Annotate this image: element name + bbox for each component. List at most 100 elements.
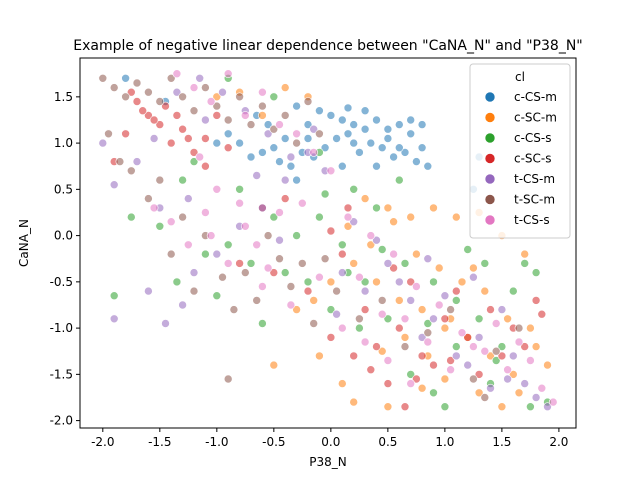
point-t-CS-m-18 bbox=[286, 152, 296, 162]
point-t-CS-s-35 bbox=[491, 319, 501, 328]
point-t-CS-m-46 bbox=[423, 254, 433, 264]
point-t-SC-m-24 bbox=[155, 175, 165, 185]
point-t-CS-s-46 bbox=[406, 379, 416, 388]
point-t-SC-m-7 bbox=[178, 92, 187, 102]
point-c-CS-s-29 bbox=[508, 286, 518, 296]
point-c-SC-s-43 bbox=[389, 263, 398, 273]
point-t-CS-s-37 bbox=[537, 383, 547, 393]
point-c-CS-m-10 bbox=[406, 129, 416, 139]
point-c-SC-s-30 bbox=[383, 379, 393, 388]
legend-marker-t-SC-m bbox=[484, 194, 496, 205]
y-axis: -2.0 -1.5 -1.0 -0.5 0.0 0.5 1.0 1.5 bbox=[50, 90, 80, 428]
legend-label-c-SC-s: c-SC-s bbox=[514, 152, 552, 166]
point-c-CS-s-41 bbox=[212, 291, 222, 301]
y-tick-label-4: 0.0 bbox=[54, 229, 73, 243]
point-c-SC-m-12 bbox=[440, 323, 450, 333]
point-t-CS-m-7 bbox=[258, 203, 267, 213]
point-c-SC-s-31 bbox=[406, 277, 416, 287]
point-t-CS-m-4 bbox=[189, 268, 199, 277]
point-c-CS-s-3 bbox=[178, 175, 187, 185]
point-t-CS-s-21 bbox=[366, 231, 376, 240]
point-t-CS-m-41 bbox=[184, 194, 193, 203]
point-t-SC-m-37 bbox=[309, 319, 319, 328]
legend-label-c-SC-m: c-SC-m bbox=[514, 111, 557, 125]
point-c-CS-m-22 bbox=[280, 134, 290, 143]
point-c-SC-m-34 bbox=[480, 286, 490, 296]
point-c-CS-m-11 bbox=[417, 120, 427, 129]
point-c-SC-s-20 bbox=[372, 342, 381, 351]
point-c-CS-s-2 bbox=[155, 222, 165, 231]
point-t-CS-s-7 bbox=[252, 240, 262, 250]
point-c-SC-s-34 bbox=[474, 370, 484, 379]
point-c-CS-m-26 bbox=[235, 138, 244, 148]
point-c-SC-m-32 bbox=[434, 263, 444, 273]
point-c-SC-s-9 bbox=[223, 143, 233, 152]
point-t-CS-s-10 bbox=[172, 69, 182, 78]
point-c-SC-s-21 bbox=[394, 323, 404, 333]
point-c-CS-m-8 bbox=[383, 124, 393, 134]
point-c-CS-m-0 bbox=[292, 101, 301, 111]
point-t-CS-s-2 bbox=[184, 240, 193, 250]
point-c-SC-s-46 bbox=[201, 161, 210, 171]
point-c-CS-s-30 bbox=[189, 157, 199, 166]
point-c-SC-m-36 bbox=[526, 323, 535, 333]
x-axis-label: P38_N bbox=[309, 455, 346, 469]
point-c-SC-m-28 bbox=[343, 222, 353, 231]
point-t-CS-s-36 bbox=[514, 337, 524, 347]
point-c-CS-m-2 bbox=[315, 106, 324, 115]
point-c-CS-m-30 bbox=[286, 161, 296, 171]
point-t-SC-m-42 bbox=[423, 328, 433, 338]
point-t-SC-m-4 bbox=[144, 87, 153, 97]
point-c-SC-m-3 bbox=[429, 203, 438, 213]
point-t-CS-s-49 bbox=[548, 397, 558, 407]
point-c-CS-s-0 bbox=[109, 291, 119, 301]
point-c-CS-m-14 bbox=[320, 143, 330, 152]
chart-title: Example of negative linear dependence be… bbox=[73, 38, 582, 54]
point-c-CS-m-28 bbox=[212, 138, 222, 148]
point-t-CS-s-11 bbox=[189, 83, 199, 92]
point-t-SC-m-12 bbox=[235, 92, 244, 102]
point-t-SC-m-48 bbox=[320, 254, 330, 264]
point-t-CS-m-12 bbox=[149, 134, 159, 143]
point-c-SC-m-18 bbox=[349, 397, 359, 407]
point-c-SC-s-6 bbox=[189, 148, 199, 157]
point-c-CS-s-45 bbox=[440, 402, 450, 412]
point-c-SC-m-30 bbox=[389, 217, 398, 226]
point-c-SC-s-10 bbox=[132, 97, 142, 106]
point-t-CS-s-48 bbox=[297, 198, 307, 208]
point-t-SC-m-19 bbox=[315, 129, 324, 139]
point-t-SC-m-6 bbox=[166, 74, 176, 83]
point-c-CS-s-7 bbox=[269, 212, 279, 222]
point-t-CS-m-10 bbox=[109, 180, 119, 189]
point-t-CS-s-39 bbox=[235, 198, 244, 208]
point-c-SC-s-32 bbox=[429, 360, 438, 370]
point-t-SC-m-32 bbox=[252, 296, 262, 305]
point-c-SC-m-8 bbox=[349, 259, 359, 268]
point-t-CS-s-22 bbox=[389, 249, 398, 259]
point-c-CS-m-38 bbox=[349, 138, 359, 148]
point-c-CS-m-44 bbox=[417, 143, 427, 152]
point-c-CS-s-35 bbox=[377, 245, 387, 254]
point-c-SC-s-37 bbox=[537, 309, 547, 319]
point-c-SC-m-9 bbox=[372, 277, 381, 287]
point-c-CS-s-10 bbox=[337, 240, 347, 250]
point-t-CS-m-33 bbox=[417, 333, 427, 342]
point-c-SC-m-33 bbox=[457, 277, 467, 287]
x-tick-label-2: -1.0 bbox=[205, 435, 228, 449]
plot-frame bbox=[79, 57, 577, 429]
point-c-SC-m-7 bbox=[520, 249, 530, 259]
point-t-CS-m-34 bbox=[440, 291, 450, 301]
point-t-SC-m-35 bbox=[286, 282, 296, 291]
point-c-CS-m-3 bbox=[326, 111, 336, 120]
point-c-SC-s-18 bbox=[326, 333, 336, 342]
point-t-CS-s-25 bbox=[457, 328, 467, 338]
point-c-CS-s-38 bbox=[463, 245, 473, 254]
point-c-SC-s-15 bbox=[184, 134, 193, 143]
point-c-SC-m-27 bbox=[326, 277, 336, 287]
point-c-SC-s-14 bbox=[172, 111, 182, 120]
point-c-SC-m-15 bbox=[508, 370, 518, 379]
point-t-CS-m-15 bbox=[218, 87, 227, 97]
point-c-CS-s-40 bbox=[172, 277, 182, 287]
point-c-CS-s-16 bbox=[474, 314, 484, 324]
point-c-CS-m-7 bbox=[372, 115, 381, 125]
